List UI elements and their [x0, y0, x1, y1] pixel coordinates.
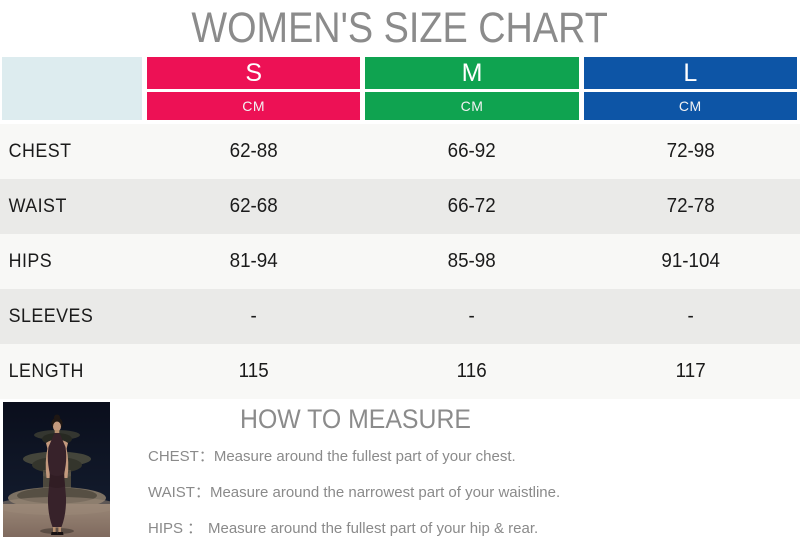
- measure-label: WAIST：: [148, 484, 210, 501]
- table-row-length: LENGTH 115 116 117: [0, 344, 800, 399]
- measure-line-waist: WAIST：Measure around the narrowest part …: [148, 481, 800, 502]
- unit-cell-s: CM: [147, 92, 361, 120]
- size-chart-header: S M L CM CM CM: [0, 57, 800, 120]
- size-header-m: M: [365, 57, 579, 89]
- measure-text: Measure around the fullest part of your …: [208, 520, 539, 537]
- cell-value: 85-98: [447, 250, 497, 272]
- row-label: WAIST: [8, 195, 67, 217]
- measure-text: Measure around the fullest part of your …: [213, 448, 516, 465]
- unit-cell-m: CM: [365, 92, 579, 120]
- unit-row: CM CM CM: [0, 92, 800, 120]
- cell-value: 66-72: [447, 195, 497, 217]
- unit-cell-l: CM: [583, 92, 797, 120]
- measure-line-chest: CHEST：Measure around the fullest part of…: [148, 445, 800, 466]
- measure-label: CHEST：: [148, 448, 214, 465]
- table-row-sleeves: SLEEVES - - -: [0, 289, 800, 344]
- cell-value: -: [687, 305, 694, 327]
- cell-value: 117: [675, 360, 706, 382]
- size-chart-body: CHEST 62-88 66-92 72-98 WAIST 62-68 66-7…: [0, 124, 800, 399]
- size-letter-row: S M L: [0, 57, 800, 89]
- cell-value: 116: [457, 360, 487, 382]
- cell-value: 66-92: [447, 140, 497, 162]
- measure-label: HIPS ：: [148, 520, 203, 537]
- size-header-l: L: [583, 57, 797, 89]
- cell-value: -: [250, 305, 257, 327]
- cell-value: 62-88: [229, 140, 278, 162]
- size-header-s: S: [147, 57, 361, 89]
- cell-value: 72-98: [666, 140, 715, 162]
- cell-value: 91-104: [661, 250, 720, 272]
- how-to-measure-section: HOW TO MEASURE CHEST：Measure around the …: [0, 402, 800, 538]
- corner-cell: [2, 57, 142, 120]
- row-label: SLEEVES: [8, 305, 94, 327]
- row-label: LENGTH: [8, 360, 84, 382]
- measure-text: Measure around the narrowest part of you…: [209, 484, 561, 501]
- measure-heading: HOW TO MEASURE: [240, 404, 471, 434]
- table-row-chest: CHEST 62-88 66-92 72-98: [0, 124, 800, 179]
- cell-value: 72-78: [666, 195, 715, 217]
- row-label: CHEST: [8, 140, 72, 162]
- measure-instructions: HOW TO MEASURE CHEST：Measure around the …: [110, 402, 800, 538]
- page-title: WOMEN'S SIZE CHART: [191, 4, 609, 52]
- table-row-hips: HIPS 81-94 85-98 91-104: [0, 234, 800, 289]
- measure-line-hips: HIPS ： Measure around the fullest part of…: [148, 517, 800, 538]
- row-label: HIPS: [8, 250, 53, 272]
- model-photo: [3, 402, 110, 537]
- table-row-waist: WAIST 62-68 66-72 72-78: [0, 179, 800, 234]
- cell-value: 115: [238, 360, 269, 382]
- cell-value: 81-94: [229, 250, 278, 272]
- cell-value: 62-68: [229, 195, 278, 217]
- model-photo-image: [3, 402, 110, 537]
- title-bar: WOMEN'S SIZE CHART: [0, 0, 800, 57]
- cell-value: -: [468, 305, 476, 327]
